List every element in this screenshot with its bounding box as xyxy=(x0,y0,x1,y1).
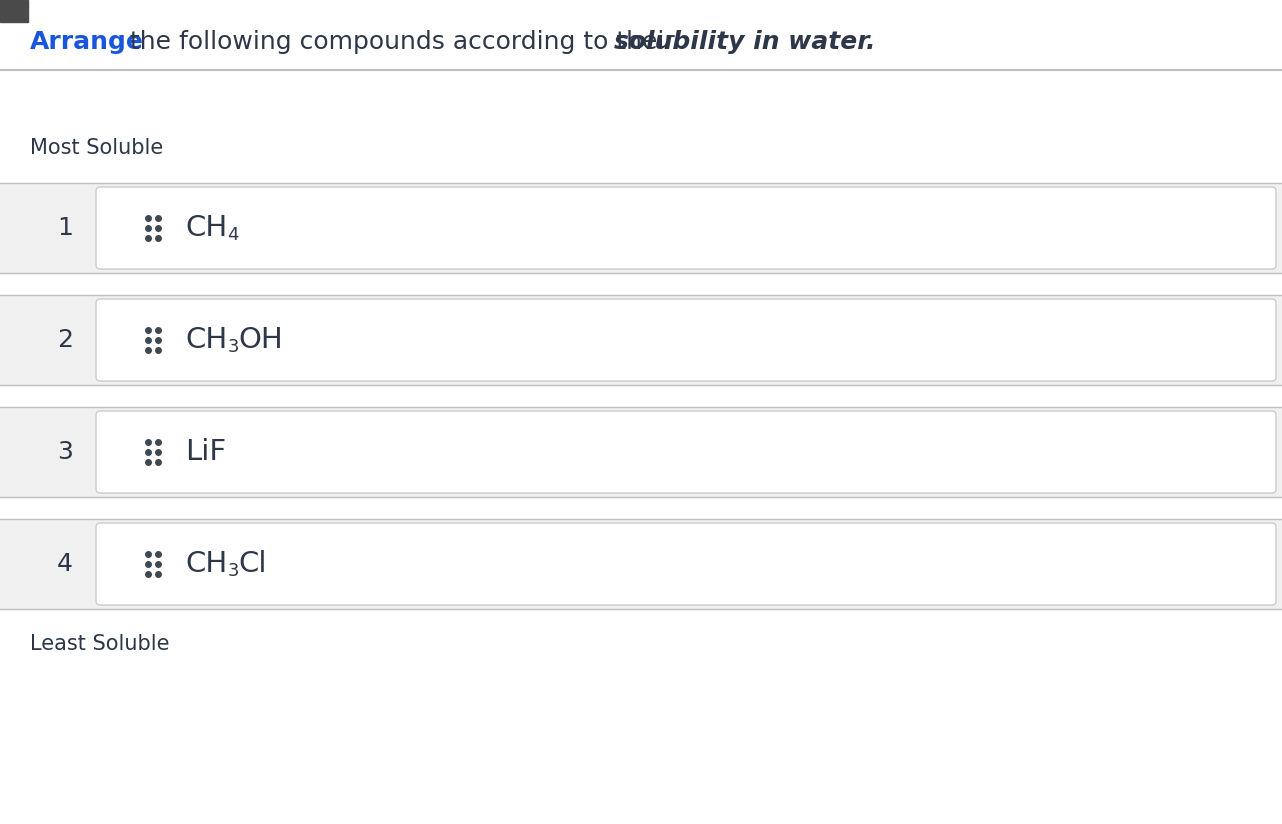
Bar xyxy=(0,0,28,22)
FancyBboxPatch shape xyxy=(96,299,1276,381)
Text: Arrange: Arrange xyxy=(29,30,144,54)
Text: 4: 4 xyxy=(56,552,73,576)
Text: Least Soluble: Least Soluble xyxy=(29,634,169,654)
Bar xyxy=(0,295,1282,385)
Bar xyxy=(0,407,1282,497)
Text: 4: 4 xyxy=(227,226,238,244)
Bar xyxy=(0,183,1282,273)
Text: 3: 3 xyxy=(58,440,73,464)
Text: 3: 3 xyxy=(227,562,238,580)
FancyBboxPatch shape xyxy=(96,411,1276,493)
Text: OH: OH xyxy=(238,326,283,354)
Text: Cl: Cl xyxy=(238,550,267,578)
Text: solubility in water.: solubility in water. xyxy=(614,30,876,54)
Text: LiF: LiF xyxy=(185,438,226,466)
Text: 1: 1 xyxy=(58,216,73,240)
FancyBboxPatch shape xyxy=(96,187,1276,269)
Text: CH: CH xyxy=(185,550,227,578)
Text: the following compounds according to their: the following compounds according to the… xyxy=(122,30,683,54)
Text: Most Soluble: Most Soluble xyxy=(29,138,163,158)
Text: CH: CH xyxy=(185,214,227,242)
FancyBboxPatch shape xyxy=(96,523,1276,605)
Text: 2: 2 xyxy=(56,328,73,352)
Text: CH: CH xyxy=(185,326,227,354)
Text: 3: 3 xyxy=(227,338,238,356)
Bar xyxy=(0,519,1282,609)
